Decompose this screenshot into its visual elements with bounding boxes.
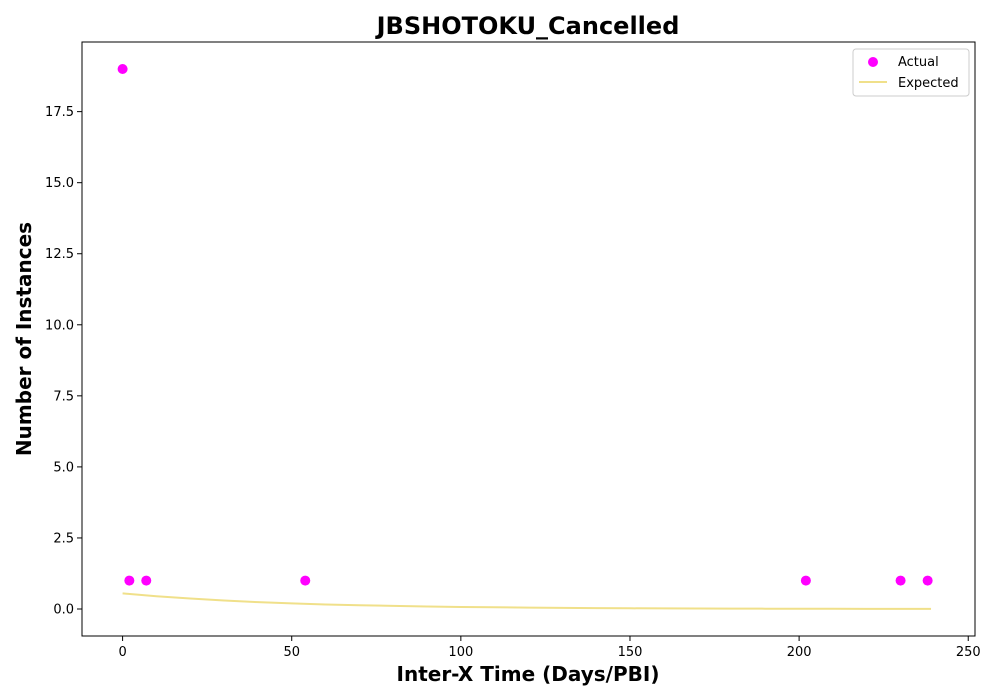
x-tick-label: 0 xyxy=(118,645,126,660)
y-axis-title: Number of Instances xyxy=(12,222,36,456)
expected-line xyxy=(122,592,932,610)
plot-area xyxy=(81,41,976,637)
actual-point xyxy=(895,575,906,586)
actual-point xyxy=(141,575,152,586)
actual-point xyxy=(300,575,311,586)
y-axis: 0.0 2.5 5.0 7.5 10.0 12.5 15.0 17.5 xyxy=(45,105,82,618)
y-tick-label: 17.5 xyxy=(45,105,74,120)
x-tick-label: 100 xyxy=(448,645,473,660)
y-tick-label: 7.5 xyxy=(53,389,74,404)
series-layer xyxy=(117,64,933,610)
x-axis-title: Inter-X Time (Days/PBI) xyxy=(397,662,660,686)
legend: Actual Expected xyxy=(852,48,970,97)
legend-marker-actual xyxy=(868,57,878,67)
actual-point xyxy=(922,575,933,586)
x-tick-label: 150 xyxy=(618,645,643,660)
y-tick-label: 12.5 xyxy=(45,247,74,262)
actual-point xyxy=(124,575,135,586)
legend-label-expected: Expected xyxy=(898,76,959,91)
y-tick-label: 15.0 xyxy=(45,176,74,191)
y-tick-label: 0.0 xyxy=(53,603,74,618)
actual-point xyxy=(117,64,128,74)
x-tick-label: 200 xyxy=(787,645,812,660)
x-axis: 0 50 100 150 200 250 xyxy=(118,636,981,660)
y-tick-label: 5.0 xyxy=(53,460,74,475)
y-tick-label: 10.0 xyxy=(45,318,74,333)
legend-label-actual: Actual xyxy=(898,55,939,70)
legend-box xyxy=(852,48,970,97)
x-tick-label: 50 xyxy=(283,645,300,660)
x-tick-label: 250 xyxy=(956,645,981,660)
actual-point xyxy=(800,575,811,586)
chart-title: JBSHOTOKU_Cancelled xyxy=(375,12,680,40)
y-tick-label: 2.5 xyxy=(53,531,74,546)
